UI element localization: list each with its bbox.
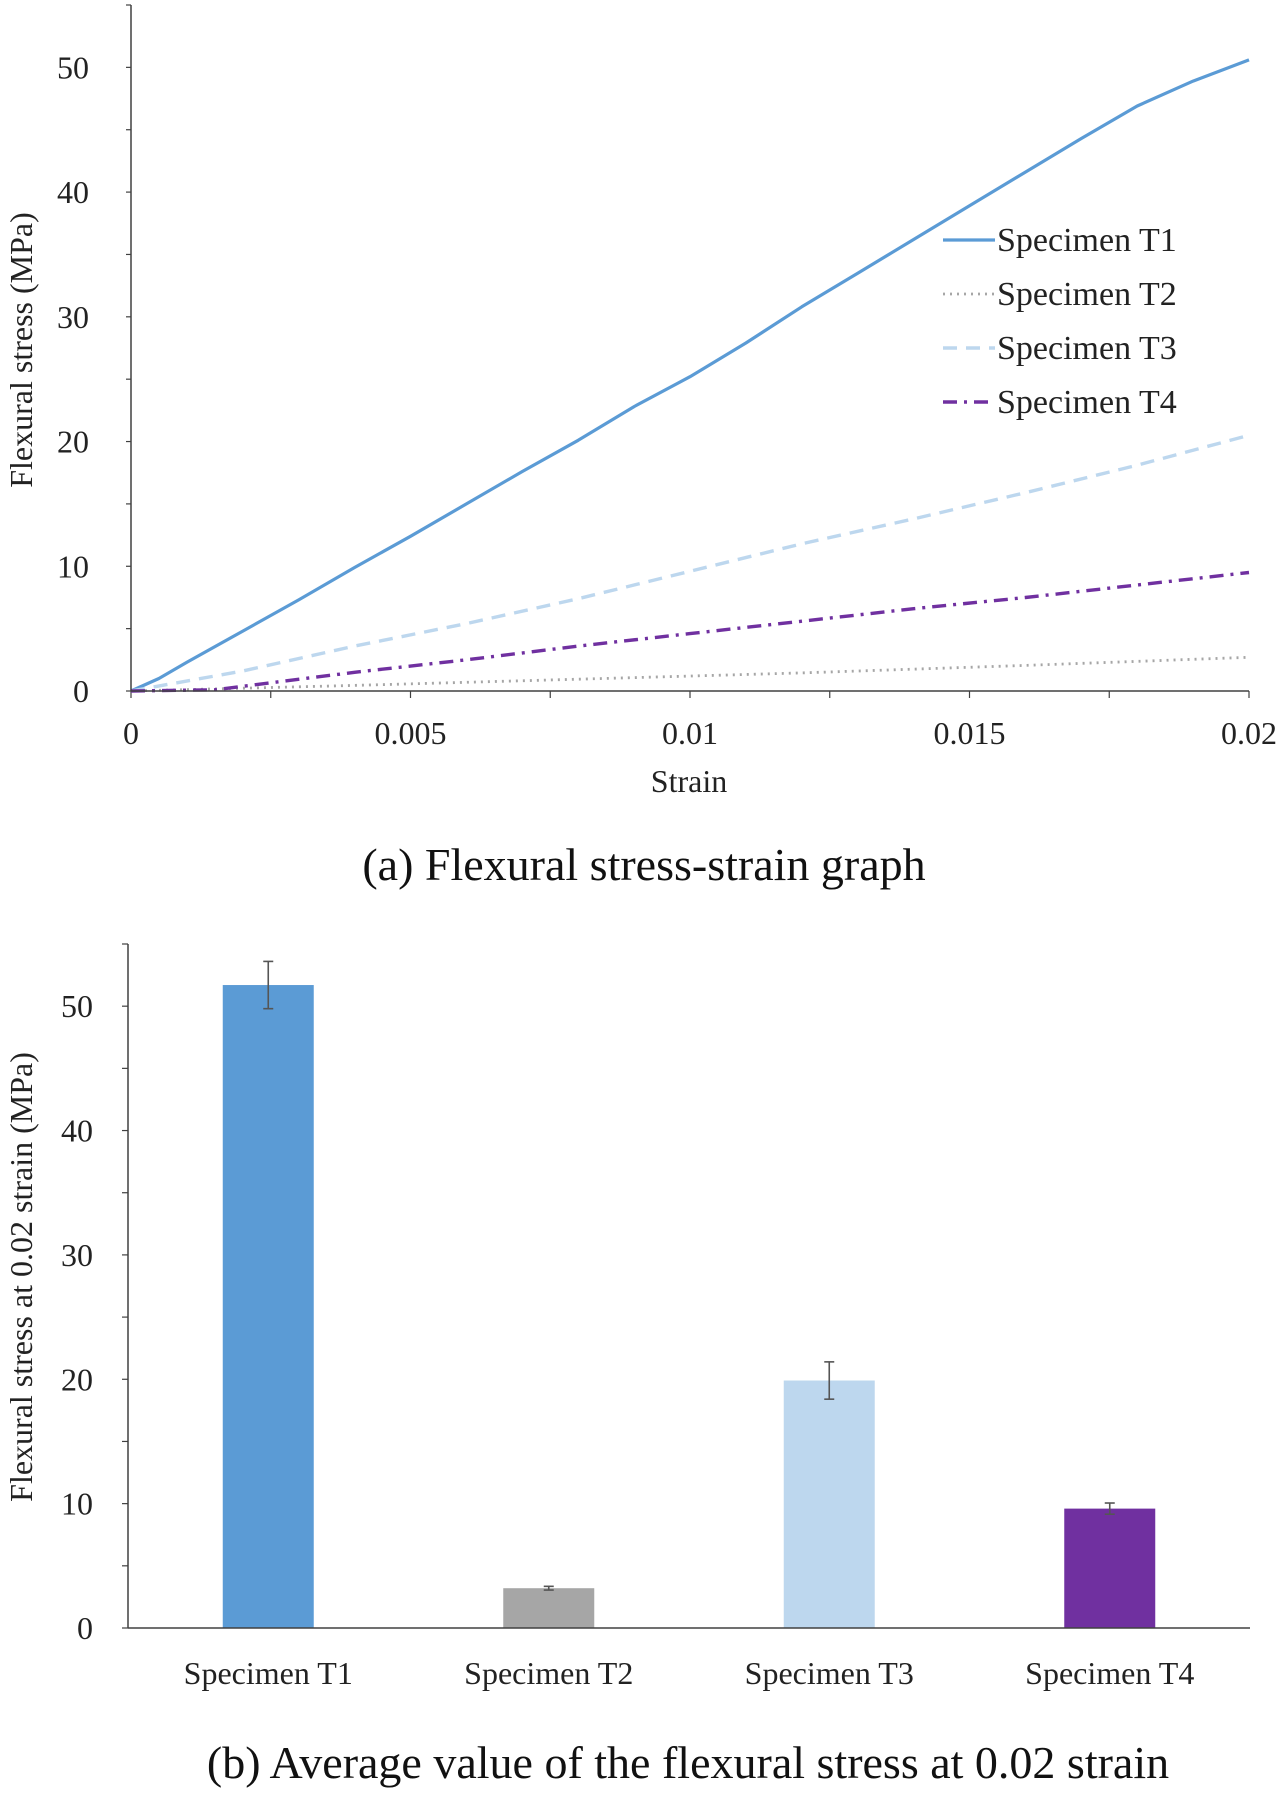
stress-strain-chart: 0 10 20 30 40 50 0 0.005 0.01 0.015 0.02 Specimen … [3, 4, 1277, 890]
stress-strain-series [130, 58, 1250, 693]
bar-specimen-t3 [783, 1380, 875, 1628]
stress-strain-y-tick-label: 20 [57, 424, 89, 460]
series-line-specimen-t4 [130, 570, 1250, 693]
bar-category-label: Specimen T3 [745, 1655, 914, 1691]
bar-axis-ticks: 0 10 20 30 40 50 Specimen T1 Specimen T2 Specime… [61, 943, 1194, 1691]
bar-specimen-t2 [503, 1588, 595, 1628]
bar-specimen-t1 [222, 985, 314, 1628]
stress-strain-x-tick-label: 0.02 [1221, 715, 1277, 751]
bar-specimen-t4 [1064, 1508, 1156, 1628]
legend-label: Specimen T3 [997, 330, 1177, 367]
bar-y-tick-label: 10 [61, 1486, 93, 1522]
bar-y-tick-label: 50 [61, 988, 93, 1024]
bar-chart-caption: (b) Average value of the flexural stress… [207, 1737, 1169, 1788]
bar-category-label: Specimen T1 [184, 1655, 353, 1691]
stress-strain-x-axis-title: Strain [651, 763, 727, 799]
average-stress-bar-chart: 0 10 20 30 40 50 Specimen T1 Specimen T2 Specime… [3, 943, 1250, 1788]
legend-label: Specimen T2 [997, 276, 1177, 313]
bar-y-tick-label: 0 [77, 1610, 93, 1646]
legend-label: Specimen T1 [997, 222, 1177, 259]
bar-y-tick-label: 30 [61, 1237, 93, 1273]
bar-category-label: Specimen T4 [1025, 1655, 1194, 1691]
bar-y-tick-label: 40 [61, 1113, 93, 1149]
stress-strain-axis-ticks: 0 10 20 30 40 50 0 0.005 0.01 0.015 0.02 [57, 4, 1277, 751]
stress-strain-y-tick-label: 30 [57, 299, 89, 335]
stress-strain-caption: (a) Flexural stress-strain graph [362, 839, 925, 890]
stress-strain-legend: Specimen T1 Specimen T2 Specimen T3 Specime… [943, 222, 1177, 421]
series-line-specimen-t1 [130, 58, 1250, 693]
stress-strain-x-tick-label: 0.005 [375, 715, 447, 751]
stress-strain-y-tick-label: 40 [57, 174, 89, 210]
bar-series [222, 960, 1156, 1628]
stress-strain-x-tick-label: 0.015 [934, 715, 1006, 751]
stress-strain-x-tick-label: 0.01 [662, 715, 718, 751]
stress-strain-y-axis-title: Flexural stress (MPa) [3, 212, 39, 488]
stress-strain-y-tick-label: 10 [57, 548, 89, 584]
stress-strain-y-tick-label: 50 [57, 49, 89, 85]
bar-category-label: Specimen T2 [464, 1655, 633, 1691]
bar-y-axis-title: Flexural stress at 0.02 strain (MPa) [3, 1052, 39, 1502]
bar-y-tick-label: 20 [61, 1361, 93, 1397]
stress-strain-x-tick-label: 0 [123, 715, 139, 751]
legend-label: Specimen T4 [997, 384, 1177, 421]
stress-strain-y-tick-label: 0 [73, 673, 89, 709]
series-line-specimen-t3 [130, 433, 1250, 693]
series-line-specimen-t2 [130, 655, 1250, 693]
